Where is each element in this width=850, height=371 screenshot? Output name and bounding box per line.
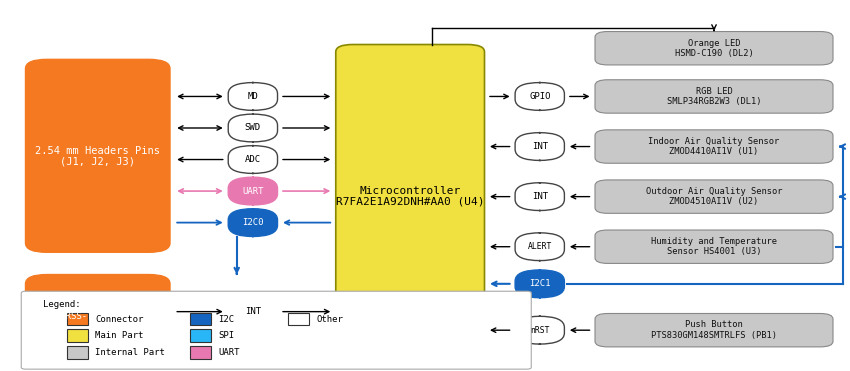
FancyBboxPatch shape — [515, 183, 564, 210]
FancyBboxPatch shape — [67, 329, 88, 342]
Text: SWD: SWD — [245, 124, 261, 132]
Text: Connector: Connector — [95, 315, 144, 324]
FancyBboxPatch shape — [190, 329, 211, 342]
FancyBboxPatch shape — [288, 313, 309, 325]
Text: ALERT: ALERT — [528, 242, 552, 251]
FancyBboxPatch shape — [595, 180, 833, 213]
Text: UART: UART — [218, 348, 240, 357]
Text: I2C1: I2C1 — [529, 279, 551, 288]
FancyBboxPatch shape — [336, 45, 484, 349]
FancyBboxPatch shape — [228, 146, 277, 174]
Text: ZMOD4510AI1V (U2): ZMOD4510AI1V (U2) — [670, 197, 758, 206]
FancyBboxPatch shape — [228, 298, 277, 326]
Text: Orange LED: Orange LED — [688, 39, 740, 47]
Text: nRST: nRST — [530, 326, 549, 335]
Text: Main Part: Main Part — [95, 331, 144, 340]
Text: INT: INT — [532, 142, 547, 151]
FancyBboxPatch shape — [515, 132, 564, 160]
Text: ADC: ADC — [245, 155, 261, 164]
FancyBboxPatch shape — [595, 32, 833, 65]
Text: Outdoor Air Quality Sensor: Outdoor Air Quality Sensor — [646, 187, 782, 196]
Text: SMLP34RGB2W3 (DL1): SMLP34RGB2W3 (DL1) — [666, 97, 762, 106]
FancyBboxPatch shape — [595, 80, 833, 113]
Text: ESLOV Connector: ESLOV Connector — [58, 302, 138, 311]
Text: Indoor Air Quality Sensor: Indoor Air Quality Sensor — [649, 137, 779, 146]
Text: UART: UART — [242, 187, 264, 196]
FancyBboxPatch shape — [67, 346, 88, 359]
Text: Other: Other — [316, 315, 343, 324]
FancyBboxPatch shape — [190, 346, 211, 359]
Text: PTS830GM148SMTRLFS (PB1): PTS830GM148SMTRLFS (PB1) — [651, 331, 777, 340]
Text: (J1, J2, J3): (J1, J2, J3) — [60, 156, 135, 166]
FancyBboxPatch shape — [67, 313, 88, 325]
Text: INT: INT — [245, 307, 261, 316]
FancyBboxPatch shape — [595, 130, 833, 163]
Text: I2C: I2C — [218, 315, 235, 324]
Text: Push Button: Push Button — [685, 321, 743, 329]
FancyBboxPatch shape — [515, 316, 564, 344]
FancyBboxPatch shape — [21, 291, 531, 369]
FancyBboxPatch shape — [26, 275, 170, 349]
Text: GPIO: GPIO — [529, 92, 551, 101]
FancyBboxPatch shape — [515, 83, 564, 111]
Text: 2.54 mm Headers Pins: 2.54 mm Headers Pins — [35, 146, 161, 155]
FancyBboxPatch shape — [190, 313, 211, 325]
Text: INT: INT — [532, 192, 547, 201]
Text: SM05B-SRSS-TB(LF)(SN) (J5): SM05B-SRSS-TB(LF)(SN) (J5) — [28, 312, 167, 321]
Text: Legend:: Legend: — [42, 300, 80, 309]
FancyBboxPatch shape — [228, 209, 277, 237]
FancyBboxPatch shape — [515, 270, 564, 298]
FancyBboxPatch shape — [26, 59, 170, 252]
FancyBboxPatch shape — [228, 114, 277, 142]
Text: Sensor HS4001 (U3): Sensor HS4001 (U3) — [666, 247, 762, 256]
Text: Internal Part: Internal Part — [95, 348, 165, 357]
Text: MD: MD — [247, 92, 258, 101]
Text: Humidity and Temperature: Humidity and Temperature — [651, 237, 777, 246]
FancyBboxPatch shape — [228, 177, 277, 205]
Text: SPI: SPI — [218, 331, 235, 340]
Text: R7FA2E1A92DNH#AA0 (U4): R7FA2E1A92DNH#AA0 (U4) — [336, 197, 484, 207]
Text: I2C0: I2C0 — [242, 218, 264, 227]
Text: RGB LED: RGB LED — [695, 87, 733, 96]
Text: Microcontroller: Microcontroller — [360, 187, 461, 196]
FancyBboxPatch shape — [595, 313, 833, 347]
Text: ZMOD4410AI1V (U1): ZMOD4410AI1V (U1) — [670, 147, 758, 156]
FancyBboxPatch shape — [228, 83, 277, 111]
FancyBboxPatch shape — [515, 233, 564, 260]
Text: HSMD-C190 (DL2): HSMD-C190 (DL2) — [675, 49, 753, 58]
FancyBboxPatch shape — [595, 230, 833, 263]
